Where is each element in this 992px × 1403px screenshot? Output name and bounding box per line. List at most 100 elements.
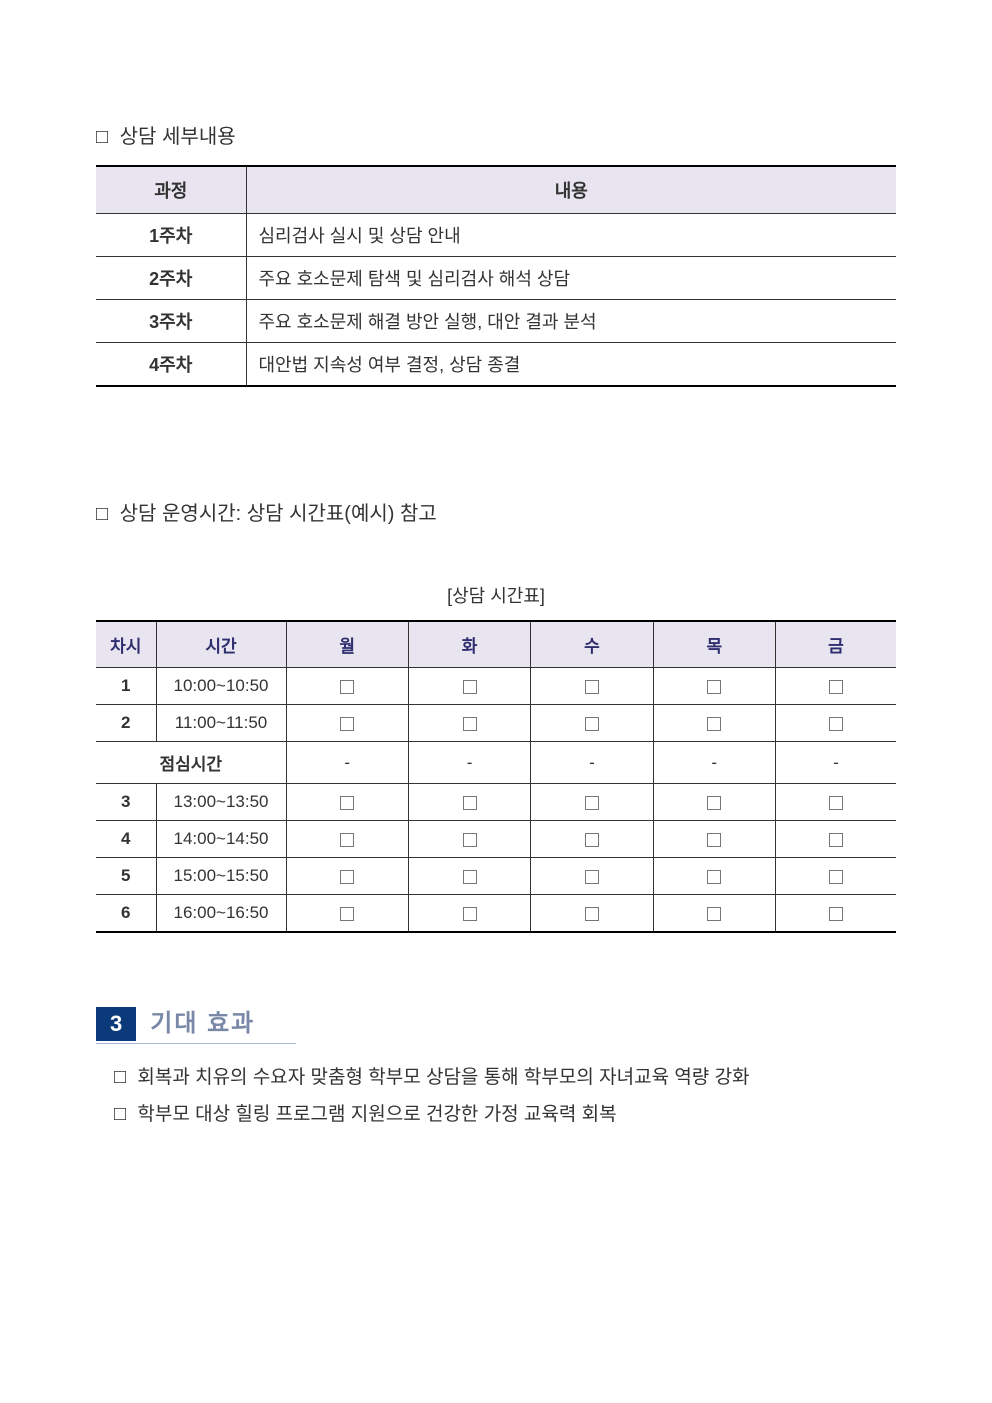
checkbox-icon: □ xyxy=(96,503,108,526)
checkbox-icon xyxy=(707,833,721,847)
period-cell: 5 xyxy=(96,858,156,895)
timetable-slot xyxy=(408,895,530,933)
table1-row-label: 4주차 xyxy=(96,343,246,387)
bullet-item: □ 학부모 대상 힐링 프로그램 지원으로 건강한 가정 교육력 회복 xyxy=(114,1099,896,1130)
detail-table: 과정 내용 1주차 심리검사 실시 및 상담 안내 2주차 주요 호소문제 탐색… xyxy=(96,165,896,387)
timetable-slot xyxy=(653,705,775,742)
checkbox-icon xyxy=(340,717,354,731)
checkbox-icon xyxy=(585,717,599,731)
checkbox-icon xyxy=(585,680,599,694)
timetable-cell: - xyxy=(775,742,896,784)
table-row: 211:00~11:50 xyxy=(96,705,896,742)
timetable-slot xyxy=(531,858,653,895)
timetable-slot xyxy=(775,705,896,742)
period-cell: 3 xyxy=(96,784,156,821)
bullet-text: 학부모 대상 힐링 프로그램 지원으로 건강한 가정 교육력 회복 xyxy=(137,1104,616,1125)
checkbox-icon xyxy=(829,796,843,810)
time-cell: 14:00~14:50 xyxy=(156,821,286,858)
checkbox-icon xyxy=(463,796,477,810)
table1-row-content: 주요 호소문제 해결 방안 실행, 대안 결과 분석 xyxy=(246,300,896,343)
checkbox-icon xyxy=(340,833,354,847)
checkbox-icon xyxy=(829,717,843,731)
period-cell: 1 xyxy=(96,668,156,705)
table1-header-process: 과정 xyxy=(96,166,246,214)
timetable-slot xyxy=(653,784,775,821)
checkbox-icon xyxy=(463,717,477,731)
timetable-slot xyxy=(286,705,408,742)
timetable-header-fri: 금 xyxy=(775,621,896,668)
checkbox-icon xyxy=(585,907,599,921)
table-row: 414:00~14:50 xyxy=(96,821,896,858)
timetable-slot xyxy=(286,821,408,858)
bullet-item: □ 회복과 치유의 수요자 맞춤형 학부모 상담을 통해 학부모의 자녀교육 역… xyxy=(114,1062,896,1093)
table-row: 110:00~10:50 xyxy=(96,668,896,705)
checkbox-icon xyxy=(340,796,354,810)
table-row: 313:00~13:50 xyxy=(96,784,896,821)
timetable-caption: [상담 시간표] xyxy=(96,582,896,608)
checkbox-icon xyxy=(463,870,477,884)
table1-header-content: 내용 xyxy=(246,166,896,214)
table-row: 점심시간----- xyxy=(96,742,896,784)
timetable-slot xyxy=(653,821,775,858)
timetable-header-mon: 월 xyxy=(286,621,408,668)
timetable-cell: - xyxy=(531,742,653,784)
table-row: 616:00~16:50 xyxy=(96,895,896,933)
checkbox-icon: □ xyxy=(114,1099,126,1129)
timetable-header-wed: 수 xyxy=(531,621,653,668)
table-row: 3주차 주요 호소문제 해결 방안 실행, 대안 결과 분석 xyxy=(96,300,896,343)
timetable-slot xyxy=(286,784,408,821)
timetable-slot xyxy=(408,705,530,742)
timetable-slot xyxy=(775,821,896,858)
section-number-badge: 3 xyxy=(96,1007,136,1041)
timetable-slot xyxy=(775,895,896,933)
checkbox-icon xyxy=(829,907,843,921)
checkbox-icon xyxy=(463,833,477,847)
table1-row-content: 주요 호소문제 탐색 및 심리검사 해석 상담 xyxy=(246,257,896,300)
checkbox-icon xyxy=(463,680,477,694)
timetable: 차시 시간 월 화 수 목 금 110:00~10:50211:00~11:50… xyxy=(96,620,896,933)
table-row: 1주차 심리검사 실시 및 상담 안내 xyxy=(96,214,896,257)
timetable-slot xyxy=(775,668,896,705)
timetable-header-period: 차시 xyxy=(96,621,156,668)
timetable-slot xyxy=(286,895,408,933)
timetable-slot xyxy=(653,858,775,895)
detail-section-heading: □ 상담 세부내용 xyxy=(96,120,896,149)
table-row: 2주차 주요 호소문제 탐색 및 심리검사 해석 상담 xyxy=(96,257,896,300)
timetable-slot xyxy=(653,668,775,705)
checkbox-icon xyxy=(707,796,721,810)
checkbox-icon xyxy=(829,680,843,694)
checkbox-icon xyxy=(707,907,721,921)
timetable-slot xyxy=(531,784,653,821)
checkbox-icon xyxy=(340,870,354,884)
timetable-slot xyxy=(408,821,530,858)
timetable-slot xyxy=(775,858,896,895)
checkbox-icon: □ xyxy=(114,1062,126,1092)
timetable-slot xyxy=(531,668,653,705)
timetable-slot xyxy=(408,784,530,821)
detail-heading-text: 상담 세부내용 xyxy=(120,126,236,148)
time-cell: 10:00~10:50 xyxy=(156,668,286,705)
checkbox-icon xyxy=(585,796,599,810)
checkbox-icon xyxy=(829,870,843,884)
timetable-cell: - xyxy=(408,742,530,784)
table-row: 4주차 대안법 지속성 여부 결정, 상담 종결 xyxy=(96,343,896,387)
checkbox-icon xyxy=(340,907,354,921)
timetable-slot xyxy=(286,668,408,705)
checkbox-icon xyxy=(585,833,599,847)
time-cell: 15:00~15:50 xyxy=(156,858,286,895)
checkbox-icon: □ xyxy=(96,126,108,149)
period-cell: 6 xyxy=(96,895,156,933)
checkbox-icon xyxy=(463,907,477,921)
time-cell: 13:00~13:50 xyxy=(156,784,286,821)
section-title: 기대 효과 xyxy=(150,1003,255,1038)
timetable-slot xyxy=(531,705,653,742)
timetable-slot xyxy=(286,858,408,895)
table1-row-label: 1주차 xyxy=(96,214,246,257)
timetable-slot xyxy=(408,668,530,705)
lunch-label: 점심시간 xyxy=(96,742,286,784)
timetable-slot xyxy=(775,784,896,821)
table1-row-content: 대안법 지속성 여부 결정, 상담 종결 xyxy=(246,343,896,387)
timetable-header-thu: 목 xyxy=(653,621,775,668)
checkbox-icon xyxy=(585,870,599,884)
timetable-slot xyxy=(531,821,653,858)
